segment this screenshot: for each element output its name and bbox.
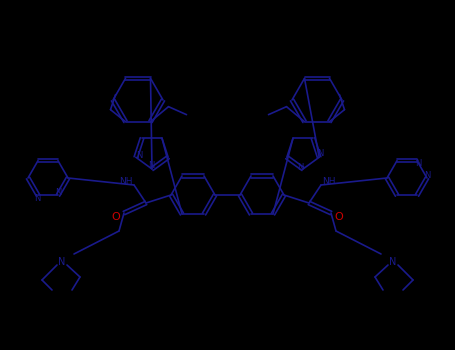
Text: N: N: [34, 194, 40, 203]
Text: O: O: [334, 212, 344, 222]
Text: N: N: [415, 159, 421, 168]
Text: N: N: [58, 257, 66, 267]
Text: N: N: [424, 170, 430, 180]
Text: N: N: [297, 162, 303, 172]
Text: N: N: [317, 149, 324, 158]
Text: NH: NH: [322, 177, 336, 187]
Text: N: N: [148, 161, 154, 169]
Text: N: N: [389, 257, 397, 267]
Text: N: N: [55, 188, 61, 197]
Text: O: O: [111, 212, 121, 222]
Text: NH: NH: [119, 177, 133, 187]
Text: N: N: [136, 151, 142, 160]
